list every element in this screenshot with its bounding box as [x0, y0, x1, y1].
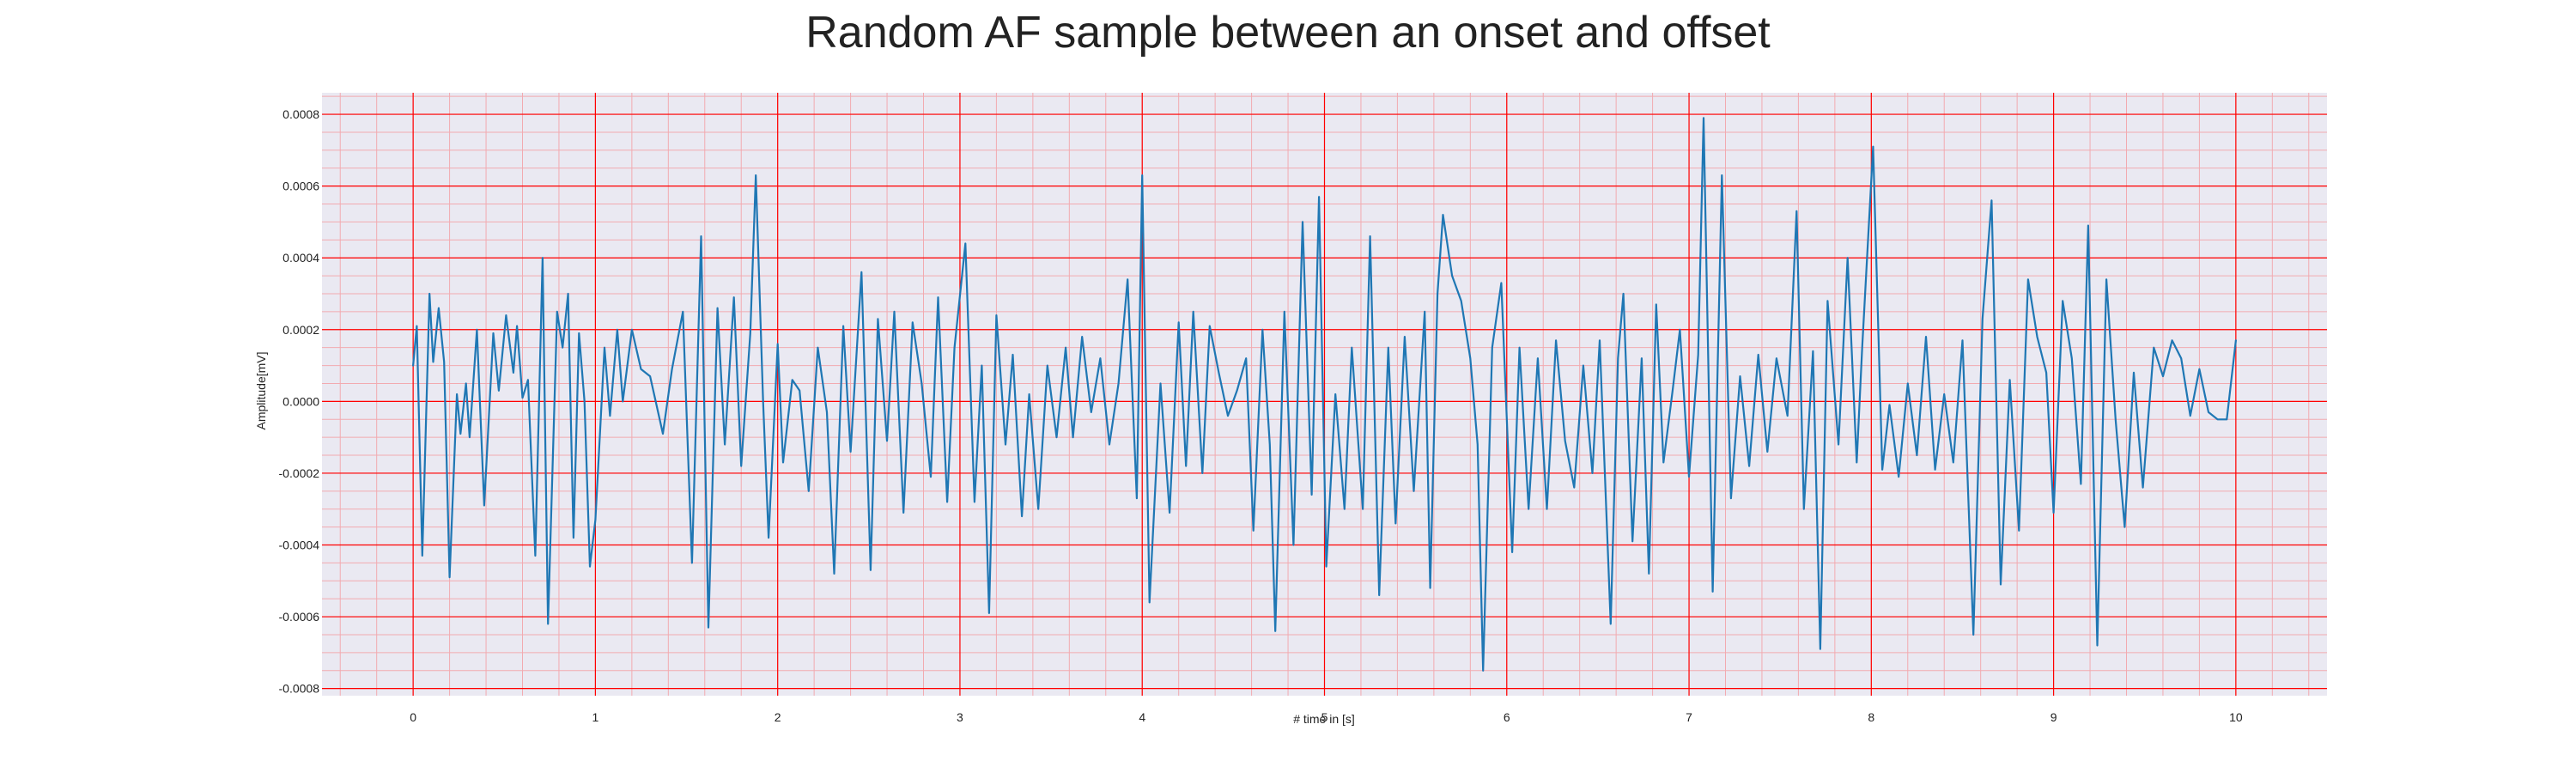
x-tick-label: 5: [1321, 710, 1328, 724]
x-tick-label: 0: [410, 710, 416, 724]
x-tick-label: 2: [775, 710, 781, 724]
y-tick-label: 0.0004: [283, 251, 319, 265]
x-tick-label: 7: [1686, 710, 1692, 724]
x-tick-label: 4: [1139, 710, 1145, 724]
x-axis-label: # time in [s]: [1293, 712, 1355, 726]
y-tick-label: -0.0006: [279, 610, 320, 624]
x-tick-label: 10: [2229, 710, 2243, 724]
x-tick-label: 3: [957, 710, 963, 724]
y-tick-label: -0.0008: [279, 682, 320, 696]
series-line: [412, 117, 2237, 672]
y-tick-label: -0.0004: [279, 539, 320, 552]
y-tick-labels: -0.0008 -0.0006 -0.0004 -0.0002 0.0000 0.0002…: [279, 107, 320, 696]
x-tick-label: 9: [2050, 710, 2057, 724]
chart-title: Random AF sample between an onset and of…: [805, 8, 1771, 58]
x-tick-label: 8: [1868, 710, 1874, 724]
y-tick-label: 0.0006: [283, 180, 319, 193]
series-layer: [412, 117, 2237, 672]
y-tick-label: 0.0008: [283, 107, 319, 121]
y-tick-label: -0.0002: [279, 466, 320, 480]
y-tick-label: 0.0000: [283, 394, 319, 408]
x-tick-label: 1: [592, 710, 599, 724]
y-axis-label: Amplitude[mV]: [254, 351, 268, 429]
x-tick-labels: 0 1 2 3 4 5 6 7 8 9 10: [410, 710, 2243, 724]
y-tick-label: 0.0002: [283, 323, 319, 337]
x-tick-label: 6: [1504, 710, 1510, 724]
